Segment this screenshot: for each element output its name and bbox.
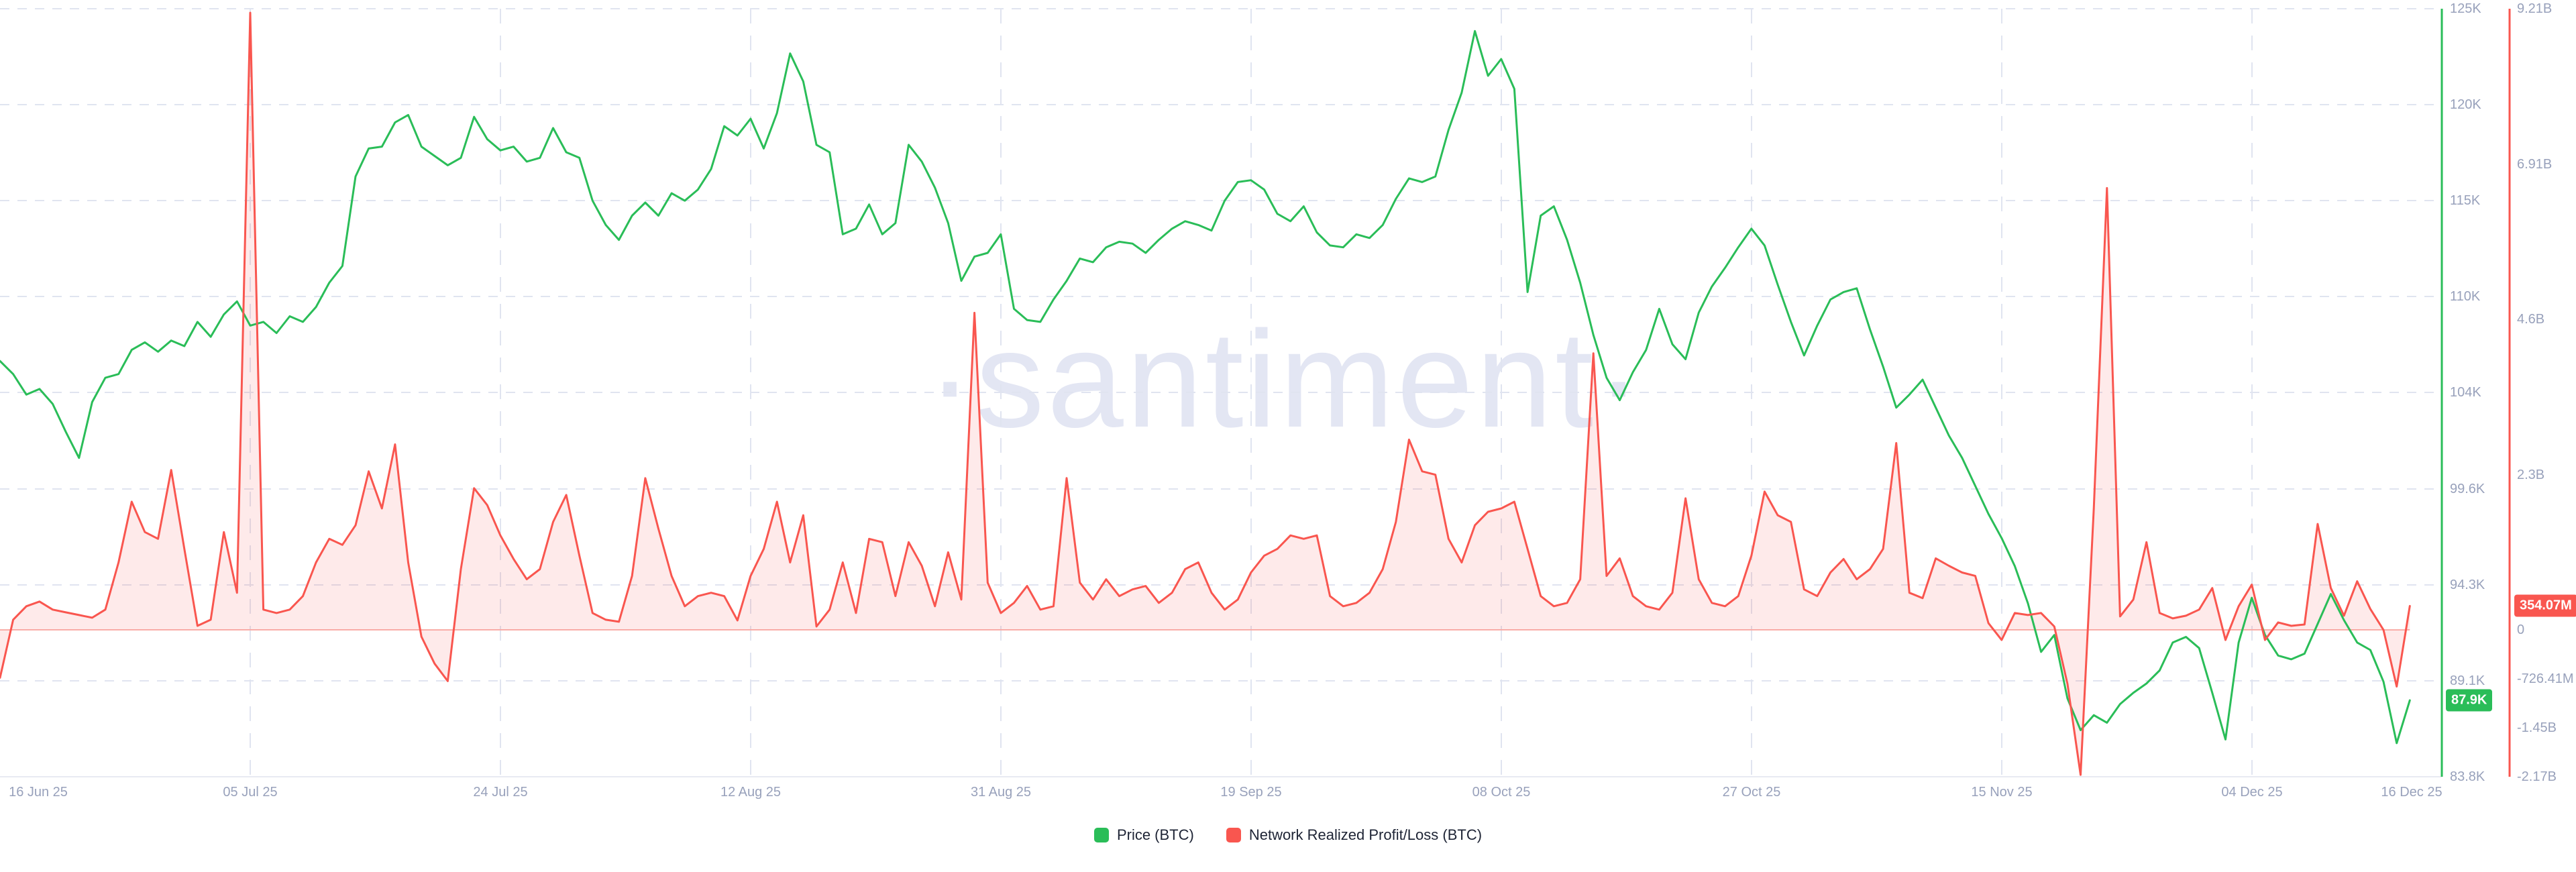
date-tick-label: 05 Jul 25 [223,785,278,800]
price-tick-label: 94.3K [2450,578,2485,592]
price-tick-label: 125K [2450,1,2481,16]
legend-item[interactable]: Price (BTC) [1093,826,1194,844]
nrpl-tick-label: -1.45B [2517,720,2557,735]
vertical-gridlines [250,9,2253,777]
nrpl-tick-label: -726.41M [2517,671,2574,686]
date-tick-label: 12 Aug 25 [720,785,782,800]
nrpl-tick-label: 6.91B [2517,157,2553,172]
date-tick-label: 08 Oct 25 [1472,785,1531,800]
nrpl-tick-label: -2.17B [2517,769,2557,784]
price-tick-label: 104K [2450,385,2481,400]
legend-label: Price (BTC) [1116,826,1194,843]
legend-label: Network Realized Profit/Loss (BTC) [1248,826,1483,843]
date-tick-label: 24 Jul 25 [473,785,528,800]
nrpl-tick-label: 0 [2517,622,2525,637]
legend-swatch-icon [1093,828,1109,842]
nrpl-last-value-badge[interactable]: 354.07M [2514,594,2576,617]
nrpl-series-line[interactable] [0,11,2411,776]
price-tick-label: 83.8K [2450,769,2485,784]
nrpl-tick-label: 9.21B [2517,1,2553,16]
nrpl-tick-label: 4.6B [2517,312,2545,327]
date-tick-label: 15 Nov 25 [1971,785,2033,800]
date-tick-label: 16 Jun 25 [9,785,68,800]
date-tick-label: 16 Dec 25 [2381,785,2443,800]
price-tick-label: 115K [2450,193,2481,208]
price-tick-label: 120K [2450,97,2481,112]
nrpl-area-fill [0,13,2410,775]
horizontal-gridlines [0,8,2442,682]
price-tick-label: 110K [2450,289,2481,304]
legend-item[interactable]: Network Realized Profit/Loss (BTC) [1226,826,1482,844]
chart-legend: Price (BTC) Network Realized Profit/Loss … [0,826,2576,844]
date-tick-label: 19 Sep 25 [1220,785,1282,800]
price-tick-label: 89.1K [2450,673,2485,688]
date-tick-label: 31 Aug 25 [970,785,1032,800]
price-last-value-badge[interactable]: 87.9K [2446,689,2493,712]
nrpl-tick-label: 2.3B [2517,468,2545,482]
date-tick-label: 27 Oct 25 [1722,785,1781,800]
price-series-line[interactable] [0,30,2411,745]
date-tick-label: 04 Dec 25 [2221,785,2283,800]
santiment-watermark: ·santiment· [927,303,1645,456]
legend-swatch-icon [1226,828,1241,842]
price-tick-label: 99.6K [2450,482,2485,496]
